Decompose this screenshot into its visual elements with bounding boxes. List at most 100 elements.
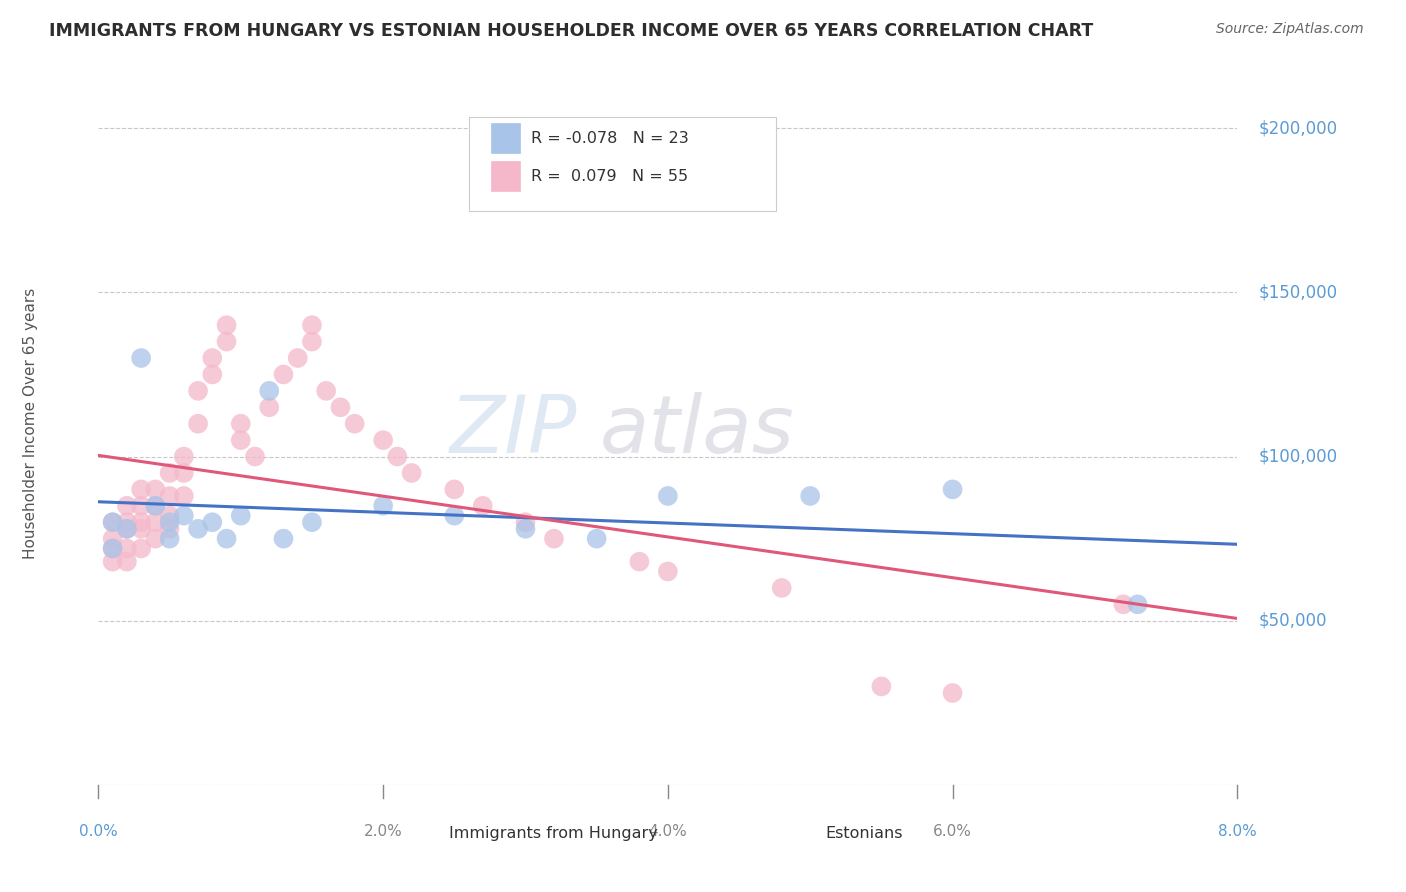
Point [159,508,181,523]
Point [145,532,167,546]
Point [187,417,209,431]
Text: $200,000: $200,000 [1258,120,1337,137]
Point [799,489,821,503]
Point [129,483,152,497]
Point [229,433,252,447]
Point [159,466,181,480]
Text: ZIP: ZIP [450,392,576,470]
Point [129,351,152,365]
Point [115,499,138,513]
Text: R =  0.079   N = 55: R = 0.079 N = 55 [531,169,689,184]
Point [657,565,679,579]
Point [471,499,494,513]
Point [301,515,323,529]
Text: $150,000: $150,000 [1258,284,1337,301]
Point [259,384,281,398]
Point [515,515,537,529]
FancyBboxPatch shape [491,161,520,192]
Point [145,483,167,497]
Point [115,555,138,569]
Point [870,680,893,694]
Point [287,351,309,365]
Point [1126,598,1149,612]
Point [443,483,465,497]
Text: 6.0%: 6.0% [934,824,972,839]
Point [173,466,195,480]
Point [942,686,965,700]
Point [145,515,167,529]
Point [343,417,366,431]
Text: 4.0%: 4.0% [648,824,688,839]
Point [159,489,181,503]
Text: 2.0%: 2.0% [364,824,402,839]
Point [101,555,124,569]
Point [159,532,181,546]
Point [101,515,124,529]
Text: atlas: atlas [599,392,794,470]
Point [329,401,352,415]
Point [243,450,266,464]
Point [173,508,195,523]
Point [187,384,209,398]
Point [229,508,252,523]
Point [387,450,409,464]
Point [145,499,167,513]
Point [129,541,152,556]
Point [129,515,152,529]
Point [301,334,323,349]
Text: Source: ZipAtlas.com: Source: ZipAtlas.com [1216,22,1364,37]
Point [173,489,195,503]
Point [101,532,124,546]
FancyBboxPatch shape [418,825,443,843]
Point [585,532,607,546]
Text: Immigrants from Hungary: Immigrants from Hungary [449,826,658,841]
Point [115,541,138,556]
Point [201,368,224,382]
Point [115,522,138,536]
Point [115,515,138,529]
FancyBboxPatch shape [793,825,818,843]
Point [259,401,281,415]
Point [770,581,793,595]
Point [315,384,337,398]
Text: $100,000: $100,000 [1258,448,1337,466]
Point [1112,598,1135,612]
Point [443,508,465,523]
Point [129,499,152,513]
Point [215,318,238,333]
Text: R = -0.078   N = 23: R = -0.078 N = 23 [531,130,689,145]
Point [201,515,224,529]
Point [942,483,965,497]
Text: 8.0%: 8.0% [1218,824,1257,839]
Point [215,334,238,349]
Text: Householder Income Over 65 years: Householder Income Over 65 years [22,288,38,559]
Point [401,466,423,480]
Point [301,318,323,333]
Point [201,351,224,365]
Point [145,499,167,513]
Point [543,532,565,546]
Point [273,368,295,382]
Point [229,417,252,431]
FancyBboxPatch shape [491,123,520,153]
Point [129,522,152,536]
Text: 0.0%: 0.0% [79,824,118,839]
Point [628,555,651,569]
Point [101,515,124,529]
Point [371,499,394,513]
Point [215,532,238,546]
Point [159,522,181,536]
Text: Estonians: Estonians [825,826,903,841]
FancyBboxPatch shape [468,117,776,211]
Point [515,522,537,536]
Point [657,489,679,503]
Point [101,541,124,556]
Point [187,522,209,536]
Text: $50,000: $50,000 [1258,612,1327,630]
Text: IMMIGRANTS FROM HUNGARY VS ESTONIAN HOUSEHOLDER INCOME OVER 65 YEARS CORRELATION: IMMIGRANTS FROM HUNGARY VS ESTONIAN HOUS… [49,22,1094,40]
Point [115,522,138,536]
Point [159,515,181,529]
Point [101,541,124,556]
Point [173,450,195,464]
Point [371,433,394,447]
